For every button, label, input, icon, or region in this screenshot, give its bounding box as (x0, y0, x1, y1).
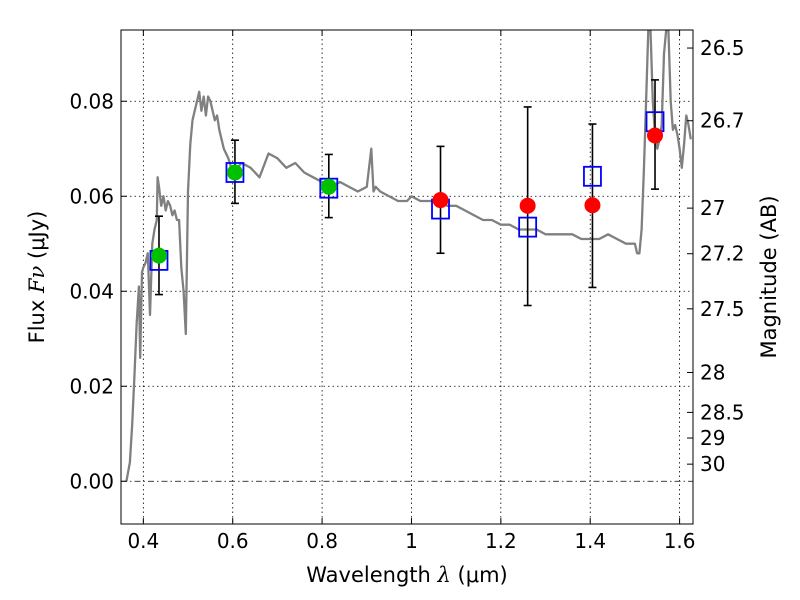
y-tick-label: 0.08 (69, 89, 114, 113)
ticks: 0.4 0.6 0.8 1 1.2 1.4 1.6 0.00 0.02 0.04 0.06 0.08 2… (69, 30, 745, 553)
x-tick-label: 0.8 (306, 529, 338, 553)
red-circle-marker (432, 192, 449, 209)
model-square-marker (225, 162, 245, 183)
y2-tick-label: 29 (700, 426, 725, 450)
y-tick-label: 0.06 (69, 184, 114, 208)
model-square-marker (583, 165, 602, 187)
green-circle-marker (320, 178, 337, 195)
x-tick-label: 1.2 (485, 529, 517, 553)
y2-tick-label: 30 (700, 452, 725, 476)
y2-axis-label: Magnitude (AB) (757, 195, 781, 358)
y-axis-label: Flux Fν (μJy) (25, 211, 49, 344)
red-circle-marker (647, 127, 664, 144)
x-tick-label: 0.6 (217, 529, 249, 553)
x-axis-label: Wavelength λ (μm) (306, 563, 507, 587)
y-tick-label: 0.04 (69, 279, 114, 303)
green-circle-marker (150, 247, 167, 264)
y-tick-label: 0.02 (69, 374, 114, 398)
y2-tick-label: 28.5 (700, 400, 745, 424)
y2-tick-label: 27.2 (700, 242, 745, 266)
y2-tick-label: 28 (700, 360, 725, 384)
green-circle-marker (226, 164, 243, 181)
spectrum-line (125, 30, 692, 482)
model-square-marker (518, 216, 538, 238)
plot-area (121, 30, 693, 524)
y2-tick-label: 26.7 (700, 109, 745, 133)
x-tick-label: 1 (405, 529, 418, 553)
plot-frame (120, 29, 694, 525)
observed-circle-series (150, 127, 664, 264)
grid (121, 30, 693, 524)
y2-tick-label: 27 (700, 196, 725, 220)
x-tick-label: 0.4 (127, 529, 159, 553)
model-square-marker (319, 177, 339, 199)
y-tick-label: 0.00 (69, 469, 114, 493)
y2-tick-label: 27.5 (700, 297, 745, 321)
red-circle-marker (519, 197, 536, 214)
x-tick-label: 1.4 (574, 529, 606, 553)
y2-tick-label: 26.5 (700, 36, 745, 60)
spectrum-series (125, 30, 692, 482)
red-circle-marker (584, 197, 601, 214)
x-tick-label: 1.6 (664, 529, 696, 553)
